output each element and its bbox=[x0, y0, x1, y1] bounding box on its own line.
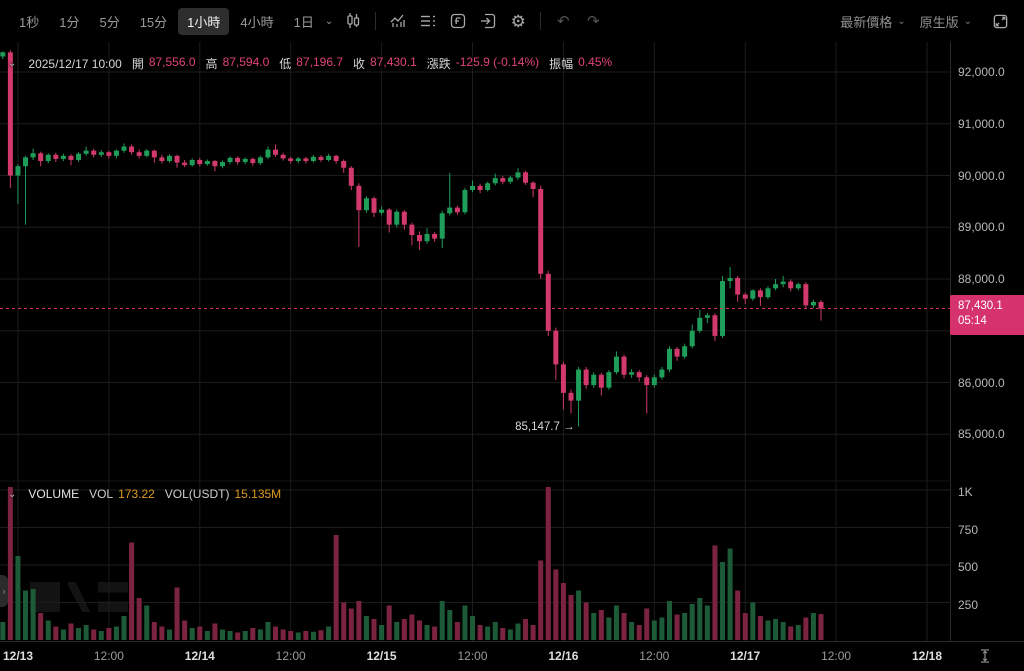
toolbar-divider bbox=[375, 12, 377, 30]
time-tick-date: 12/17 bbox=[730, 649, 761, 663]
indicators-icon[interactable] bbox=[384, 7, 412, 35]
price-mode-label: 最新價格 bbox=[840, 14, 893, 30]
open-value: 87,556.0 bbox=[148, 55, 196, 69]
chart-version-label: 原生版 bbox=[919, 14, 959, 30]
change-value: -125.9 (-0.14%) bbox=[455, 55, 540, 69]
time-axis[interactable]: 12/13 12:00 12/14 12:00 12/15 12:00 12/16 12:00… bbox=[0, 641, 1024, 671]
axis-divider bbox=[950, 42, 951, 671]
current-price-value: 87,430.1 bbox=[958, 300, 1003, 312]
time-tick-hour: 12:00 bbox=[457, 649, 488, 663]
interval-button-4小時[interactable]: 4小時 bbox=[240, 14, 274, 30]
volume-axis-label: 1K bbox=[958, 485, 973, 499]
price-axis-label: 91,000.0 bbox=[958, 116, 1005, 131]
arrow-right-icon: → bbox=[563, 420, 575, 433]
vol-usdt-value: 15.135M bbox=[234, 487, 282, 501]
interval-button-1日[interactable]: 1日 bbox=[293, 14, 314, 30]
formula-template-icon[interactable] bbox=[444, 7, 472, 35]
volume-axis-label: 250 bbox=[958, 597, 979, 612]
price-scale-adjust-icon[interactable] bbox=[978, 648, 992, 669]
amplitude-value: 0.45% bbox=[578, 55, 613, 69]
interval-button-15分[interactable]: 15分 bbox=[139, 14, 168, 30]
interval-button-1秒[interactable]: 1秒 bbox=[19, 14, 40, 30]
volume-header: ⌄ VOLUME VOL 173.22 VOL(USDT) 15.135M bbox=[8, 487, 281, 501]
time-tick-hour: 12:00 bbox=[275, 649, 306, 663]
current-price-tag: 87,430.1 05:14 bbox=[950, 295, 1024, 335]
toolbar-divider bbox=[540, 12, 542, 30]
time-tick-date: 12/16 bbox=[548, 649, 579, 663]
time-tick-date: 12/13 bbox=[2, 649, 34, 663]
chart-toolbar: 1秒 1分 5分 15分 1小時 4小時 1日 ⌄ bbox=[0, 0, 1024, 42]
undo-icon[interactable]: ↶ bbox=[556, 12, 570, 30]
low-value: 87,196.7 bbox=[296, 55, 344, 69]
volume-axis-label: 750 bbox=[958, 522, 979, 537]
volume-axis-label: 500 bbox=[958, 560, 979, 574]
redo-icon[interactable]: ↷ bbox=[586, 12, 600, 30]
time-tick-hour: 12:00 bbox=[639, 649, 670, 663]
chart-settings-list-icon[interactable] bbox=[414, 7, 442, 35]
chart-version-dropdown[interactable]: 原生版 ⌄ bbox=[920, 12, 972, 31]
open-label: 開 bbox=[131, 57, 144, 71]
price-axis-label: 90,000.0 bbox=[958, 168, 1005, 183]
close-value: 87,430.1 bbox=[370, 55, 417, 69]
time-tick-date: 12/18 bbox=[911, 649, 943, 663]
high-value: 87,594.0 bbox=[222, 55, 270, 69]
ohlc-info-bar: ⌄ 2025/12/17 10:00 開 87,556.0 高 87,594.0 低… bbox=[8, 55, 612, 72]
amplitude-label: 振幅 bbox=[549, 57, 574, 71]
collapse-chevron-icon[interactable]: ⌄ bbox=[8, 488, 17, 500]
interval-button-5分[interactable]: 5分 bbox=[99, 14, 120, 30]
time-tick-hour: 12:00 bbox=[93, 649, 124, 663]
time-tick-date: 12/14 bbox=[184, 649, 215, 663]
chevron-down-icon: ⌄ bbox=[963, 15, 972, 27]
panel-expand-handle[interactable]: › bbox=[0, 575, 8, 607]
interval-button-1小時[interactable]: 1小時 bbox=[178, 7, 230, 35]
price-axis-label: 88,000.0 bbox=[958, 272, 1005, 286]
interval-button-1分[interactable]: 1分 bbox=[59, 14, 80, 30]
fullscreen-icon[interactable] bbox=[986, 7, 1014, 35]
collapse-chevron-icon[interactable]: ⌄ bbox=[8, 58, 17, 69]
settings-gear-icon[interactable]: ⚙ bbox=[510, 11, 526, 31]
time-tick-hour: 12:00 bbox=[821, 649, 852, 663]
price-mode-dropdown[interactable]: 最新價格 ⌄ bbox=[840, 12, 905, 31]
low-label: 低 bbox=[279, 57, 292, 71]
chevron-down-icon: ⌄ bbox=[897, 15, 906, 27]
save-layout-icon[interactable] bbox=[474, 7, 502, 35]
vol-usdt-label: VOL(USDT) bbox=[164, 487, 230, 501]
volume-title: VOLUME bbox=[28, 487, 80, 501]
time-tick-date: 12/15 bbox=[366, 649, 397, 663]
price-axis-label: 86,000.0 bbox=[958, 375, 1005, 390]
price-axis-label: 89,000.0 bbox=[958, 220, 1005, 235]
candlestick-style-icon[interactable] bbox=[339, 7, 367, 35]
interval-button-group: 1秒 1分 5分 15分 1小時 4小時 1日 bbox=[10, 7, 323, 35]
vol-value: 173.22 bbox=[118, 487, 155, 501]
close-label: 收 bbox=[353, 57, 366, 71]
high-label: 高 bbox=[205, 57, 218, 71]
price-axis-label: 92,000.0 bbox=[958, 65, 1005, 79]
candle-datetime: 2025/12/17 10:00 bbox=[28, 56, 122, 71]
candle-countdown: 05:14 bbox=[958, 315, 987, 327]
interval-dropdown-chevron-icon[interactable]: ⌄ bbox=[324, 15, 334, 27]
low-price-annotation: 85,147.7 → bbox=[515, 420, 575, 433]
price-axis-label: 85,000.0 bbox=[958, 427, 1005, 442]
vol-label: VOL bbox=[89, 487, 114, 501]
change-label: 漲跌 bbox=[426, 57, 451, 71]
